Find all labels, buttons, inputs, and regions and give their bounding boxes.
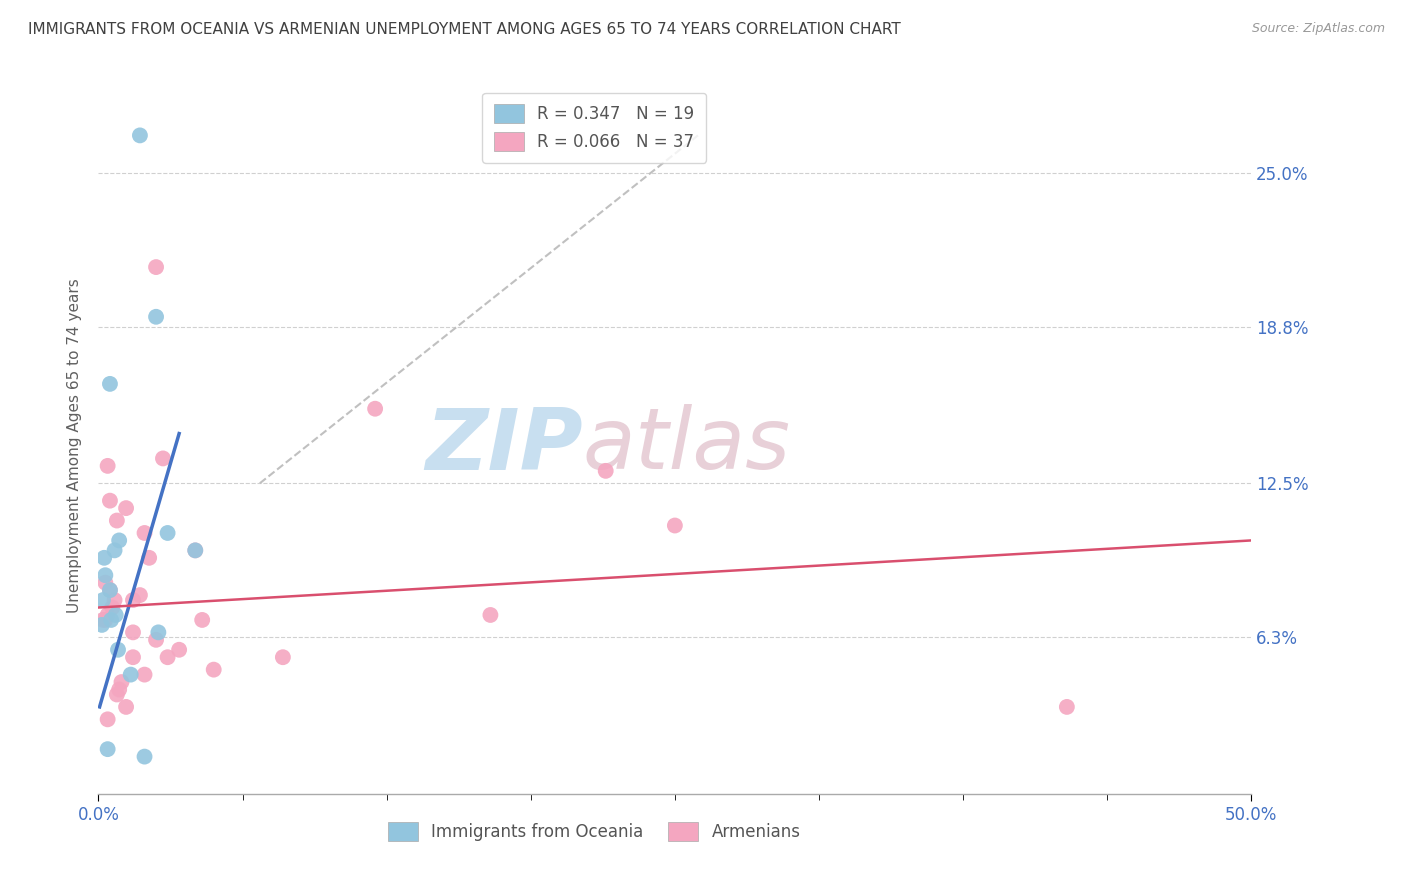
Text: Source: ZipAtlas.com: Source: ZipAtlas.com xyxy=(1251,22,1385,36)
Point xyxy=(94,613,117,627)
Point xyxy=(98,493,121,508)
Point xyxy=(98,583,121,598)
Point xyxy=(97,458,120,473)
Point xyxy=(271,650,294,665)
Point xyxy=(115,501,138,516)
Point xyxy=(94,568,117,582)
Point xyxy=(134,526,156,541)
Point xyxy=(129,128,152,143)
Point xyxy=(97,712,120,726)
Point xyxy=(595,464,617,478)
Text: IMMIGRANTS FROM OCEANIA VS ARMENIAN UNEMPLOYMENT AMONG AGES 65 TO 74 YEARS CORRE: IMMIGRANTS FROM OCEANIA VS ARMENIAN UNEM… xyxy=(28,22,901,37)
Point xyxy=(202,663,225,677)
Point xyxy=(98,583,121,598)
Point xyxy=(1056,699,1078,714)
Point xyxy=(156,526,179,541)
Point xyxy=(94,575,117,590)
Point xyxy=(115,699,138,714)
Point xyxy=(93,550,115,565)
Point xyxy=(134,667,156,681)
Point xyxy=(98,376,121,391)
Point xyxy=(97,742,120,756)
Point xyxy=(145,260,167,274)
Point xyxy=(101,600,124,615)
Point xyxy=(122,625,145,640)
Text: ZIP: ZIP xyxy=(425,404,582,488)
Point xyxy=(145,632,167,647)
Point xyxy=(145,310,167,324)
Point xyxy=(103,593,125,607)
Point xyxy=(134,749,156,764)
Y-axis label: Unemployment Among Ages 65 to 74 years: Unemployment Among Ages 65 to 74 years xyxy=(66,278,82,614)
Point xyxy=(364,401,387,416)
Point xyxy=(100,613,122,627)
Point xyxy=(105,514,128,528)
Point xyxy=(129,588,152,602)
Point xyxy=(184,543,207,558)
Point xyxy=(107,642,129,657)
Point xyxy=(91,593,114,607)
Point xyxy=(138,550,160,565)
Point xyxy=(184,543,207,558)
Point xyxy=(122,650,145,665)
Point xyxy=(191,613,214,627)
Point xyxy=(122,593,145,607)
Point xyxy=(104,607,127,622)
Point xyxy=(664,518,686,533)
Point xyxy=(167,642,190,657)
Point xyxy=(108,682,131,697)
Point xyxy=(90,618,112,632)
Point xyxy=(148,625,170,640)
Legend: Immigrants from Oceania, Armenians: Immigrants from Oceania, Armenians xyxy=(381,815,807,848)
Point xyxy=(91,613,114,627)
Point xyxy=(479,607,502,622)
Point xyxy=(103,543,125,558)
Point xyxy=(97,607,120,622)
Point xyxy=(152,451,174,466)
Point xyxy=(120,667,142,681)
Point xyxy=(110,675,132,690)
Text: atlas: atlas xyxy=(582,404,790,488)
Point xyxy=(156,650,179,665)
Point xyxy=(105,688,128,702)
Point xyxy=(108,533,131,548)
